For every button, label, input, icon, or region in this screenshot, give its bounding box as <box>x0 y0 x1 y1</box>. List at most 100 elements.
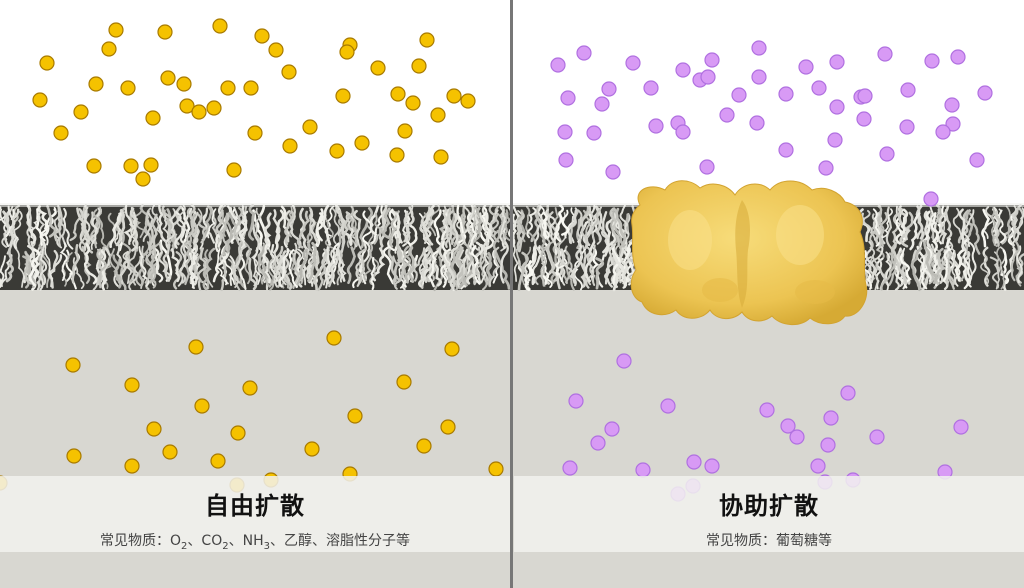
molecule <box>550 57 566 73</box>
molecule <box>157 24 173 40</box>
molecule <box>220 80 236 96</box>
molecule <box>242 380 258 396</box>
molecule <box>977 85 993 101</box>
molecule <box>397 123 413 139</box>
molecule <box>444 341 460 357</box>
subtitle-part: 、CO <box>187 533 223 549</box>
molecule <box>339 44 355 60</box>
molecule <box>145 110 161 126</box>
molecule <box>135 171 151 187</box>
molecule <box>194 398 210 414</box>
molecule <box>811 80 827 96</box>
molecule <box>877 46 893 62</box>
molecule <box>39 55 55 71</box>
molecule <box>440 419 456 435</box>
molecule <box>247 125 263 141</box>
molecule <box>281 64 297 80</box>
molecule <box>206 100 222 116</box>
molecule <box>396 374 412 390</box>
molecule <box>254 28 270 44</box>
molecule <box>416 438 432 454</box>
molecule <box>924 53 940 69</box>
molecule <box>778 86 794 102</box>
molecule <box>899 119 915 135</box>
molecule <box>304 441 320 457</box>
channel-protein <box>630 180 868 325</box>
molecule <box>759 402 775 418</box>
molecule <box>123 158 139 174</box>
molecule <box>675 124 691 140</box>
molecule <box>73 104 89 120</box>
molecule <box>101 41 117 57</box>
molecule <box>188 339 204 355</box>
molecule <box>586 125 602 141</box>
molecule <box>433 149 449 165</box>
molecule <box>370 60 386 76</box>
molecule <box>751 40 767 56</box>
molecule <box>230 425 246 441</box>
molecule <box>704 52 720 68</box>
molecule <box>923 191 939 207</box>
molecule <box>488 461 504 477</box>
molecule <box>818 160 834 176</box>
molecule <box>390 86 406 102</box>
molecule <box>558 152 574 168</box>
molecule <box>329 143 345 159</box>
subtitle-part: 常见物质：O <box>100 533 182 549</box>
subscript: 2 <box>222 540 229 552</box>
title-free-diffusion: 自由扩散 <box>205 492 305 520</box>
molecule <box>719 107 735 123</box>
molecule <box>686 454 702 470</box>
molecule <box>226 162 242 178</box>
molecule <box>191 104 207 120</box>
molecule <box>302 119 318 135</box>
molecule <box>944 97 960 113</box>
molecule <box>900 82 916 98</box>
molecule <box>635 462 651 478</box>
subtitle-facilitated-diffusion: 常见物质：葡萄糖等 <box>706 533 832 549</box>
molecule <box>660 398 676 414</box>
molecule <box>243 80 259 96</box>
molecule <box>430 107 446 123</box>
molecule <box>601 81 617 97</box>
molecule <box>675 62 691 78</box>
molecule <box>953 419 969 435</box>
molecule <box>829 54 845 70</box>
molecule <box>210 453 226 469</box>
subtitle-part: 、乙醇、溶脂性分子等 <box>269 533 410 549</box>
molecule <box>749 115 765 131</box>
molecule <box>65 357 81 373</box>
molecule <box>576 45 592 61</box>
molecule <box>326 330 342 346</box>
molecule <box>820 437 836 453</box>
molecule <box>568 393 584 409</box>
subtitle-part: 、NH <box>228 533 264 549</box>
molecule <box>780 418 796 434</box>
molecule <box>829 99 845 115</box>
molecule <box>460 93 476 109</box>
molecule <box>625 55 641 71</box>
molecule <box>32 92 48 108</box>
molecule <box>643 80 659 96</box>
molecule <box>594 96 610 112</box>
molecule <box>354 135 370 151</box>
molecule <box>557 124 573 140</box>
molecule <box>347 408 363 424</box>
molecule <box>389 147 405 163</box>
molecule <box>143 157 159 173</box>
molecule <box>699 159 715 175</box>
molecule <box>590 435 606 451</box>
molecule <box>869 429 885 445</box>
molecule <box>86 158 102 174</box>
molecule <box>840 385 856 401</box>
free-diffusion-molecules <box>0 18 504 493</box>
panel-divider <box>510 0 513 588</box>
molecule <box>419 32 435 48</box>
molecule <box>810 458 826 474</box>
molecule <box>778 142 794 158</box>
molecule <box>616 353 632 369</box>
title-facilitated-diffusion: 协助扩散 <box>719 492 819 520</box>
molecule <box>950 49 966 65</box>
molecule <box>53 125 69 141</box>
